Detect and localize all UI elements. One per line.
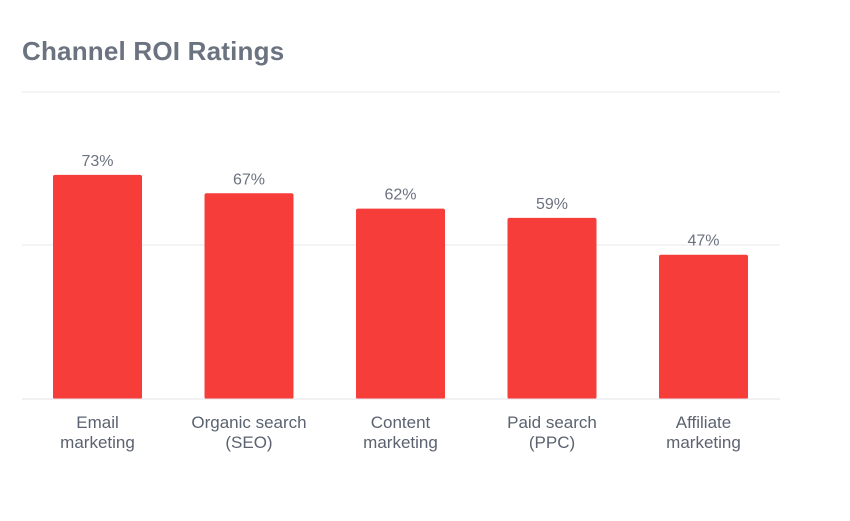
x-tick-label-4-line-1: marketing bbox=[666, 433, 741, 452]
chart-title: Channel ROI Ratings bbox=[22, 36, 285, 66]
bar-0 bbox=[53, 174, 142, 399]
x-tick-label-1-line-1: (SEO) bbox=[225, 433, 272, 452]
bar-2 bbox=[356, 208, 445, 399]
x-tick-label-3-line-0: Paid search bbox=[507, 413, 597, 432]
bars-group bbox=[53, 174, 748, 399]
value-label-3: 59% bbox=[536, 196, 568, 213]
value-label-1: 67% bbox=[233, 171, 265, 188]
value-label-2: 62% bbox=[384, 187, 416, 204]
x-tick-label-3-line-1: (PPC) bbox=[529, 433, 575, 452]
bar-1 bbox=[204, 193, 294, 399]
x-tick-label-2-line-1: marketing bbox=[363, 433, 438, 452]
x-tick-label-0-line-1: marketing bbox=[60, 433, 135, 452]
bar-4 bbox=[659, 254, 748, 399]
x-tick-label-4-line-0: Affiliate bbox=[676, 413, 731, 432]
x-tick-label-2-line-0: Content bbox=[371, 413, 431, 432]
value-label-0: 73% bbox=[81, 153, 113, 170]
x-tick-label-1-line-0: Organic search bbox=[191, 413, 306, 432]
value-label-4: 47% bbox=[687, 233, 719, 250]
x-tick-label-0-line-0: Email bbox=[76, 413, 119, 432]
bar-3 bbox=[507, 217, 597, 399]
